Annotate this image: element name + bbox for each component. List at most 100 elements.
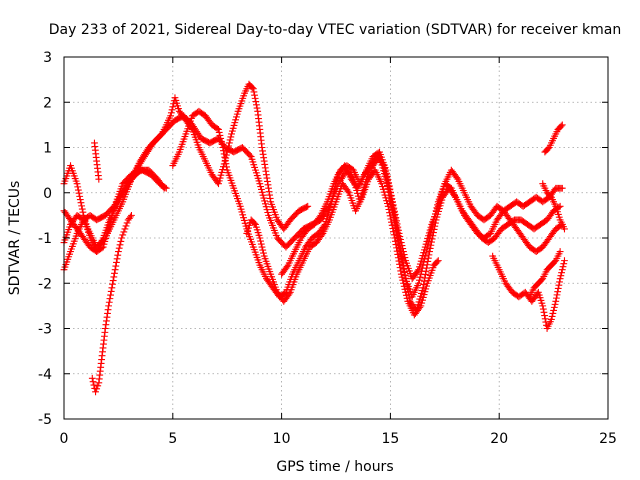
data-point (416, 260, 424, 268)
data-point (116, 241, 124, 249)
data-point (217, 135, 225, 142)
y-tick-label: -4 (38, 367, 52, 383)
data-point (396, 233, 404, 240)
data-point (384, 202, 392, 210)
data-point (554, 288, 562, 296)
data-point (160, 184, 168, 192)
data-point (397, 267, 405, 275)
data-point (418, 254, 426, 262)
data-point (423, 264, 431, 272)
data-point (220, 147, 227, 155)
data-point (421, 246, 428, 254)
data-point (400, 248, 407, 255)
series-track-g (169, 107, 564, 314)
data-point (554, 285, 562, 292)
data-point (434, 257, 442, 265)
data-point (379, 185, 387, 193)
series-track-m (539, 180, 568, 233)
data-point (215, 177, 223, 185)
data-point (421, 288, 429, 296)
data-point (126, 213, 134, 221)
data-point (385, 179, 393, 187)
data-point (423, 261, 431, 269)
data-point (260, 194, 268, 202)
data-point (548, 316, 555, 323)
y-tick-label: 2 (43, 95, 52, 111)
data-point (75, 189, 83, 197)
data-point (416, 273, 424, 281)
data-point (391, 234, 399, 242)
series-track-d (60, 166, 168, 274)
data-point (385, 206, 393, 213)
data-point (415, 279, 423, 287)
data-point (420, 291, 428, 298)
series-track-e (88, 211, 135, 396)
data-point (240, 217, 248, 224)
data-point (92, 388, 99, 396)
data-point (217, 171, 225, 179)
data-point (424, 235, 432, 242)
data-point (256, 180, 264, 188)
data-point (381, 191, 389, 199)
data-point (386, 212, 394, 220)
data-point (316, 213, 324, 221)
data-point (218, 141, 226, 148)
data-point (93, 385, 101, 393)
data-point (283, 263, 291, 271)
data-point (215, 129, 223, 136)
data-point (88, 374, 96, 382)
data-point (453, 174, 461, 182)
data-point (258, 243, 266, 251)
data-point (389, 198, 396, 206)
series-track-i (278, 148, 566, 283)
data-point (393, 220, 401, 228)
data-point (382, 194, 390, 202)
data-point (128, 211, 135, 219)
data-point (261, 200, 269, 208)
data-point (379, 183, 386, 190)
data-point (399, 245, 407, 252)
data-point (251, 94, 259, 102)
data-point (213, 125, 221, 132)
data-point (425, 251, 433, 259)
axis-ticks: 0 5 10 15 20 25 -5 -4 -3 -2 -1 0 1 2 3 (38, 50, 617, 447)
data-point (395, 226, 402, 234)
data-point (392, 241, 400, 248)
series-track-h (243, 166, 442, 319)
data-point (169, 103, 177, 111)
data-point (383, 197, 390, 205)
data-point (89, 378, 97, 386)
y-tick-label: -2 (38, 276, 52, 292)
data-point (558, 266, 566, 274)
data-point (541, 312, 548, 319)
data-point (216, 174, 224, 182)
data-point (253, 101, 260, 109)
data-point (228, 130, 235, 138)
data-point (303, 203, 310, 211)
data-point (397, 270, 405, 278)
data-point (215, 180, 222, 188)
data-point (426, 248, 433, 255)
data-point (437, 194, 445, 202)
data-point (394, 254, 402, 262)
data-point (539, 302, 547, 310)
data-point (422, 267, 430, 275)
data-point (113, 259, 120, 266)
data-point (233, 113, 240, 121)
data-point (387, 215, 395, 223)
y-tick-label: 3 (43, 50, 52, 66)
data-point (416, 303, 424, 311)
data-point (123, 219, 131, 227)
data-point (252, 98, 260, 106)
x-tick-label: 15 (381, 431, 399, 447)
data-point (403, 294, 411, 302)
data-point (384, 200, 391, 207)
data-point (382, 166, 390, 174)
data-point (107, 291, 114, 299)
data-point (416, 276, 423, 284)
series-track-j (489, 252, 568, 332)
series-track-k (526, 248, 564, 301)
data-point (227, 133, 235, 141)
data-point (260, 249, 267, 257)
data-point (557, 122, 565, 130)
